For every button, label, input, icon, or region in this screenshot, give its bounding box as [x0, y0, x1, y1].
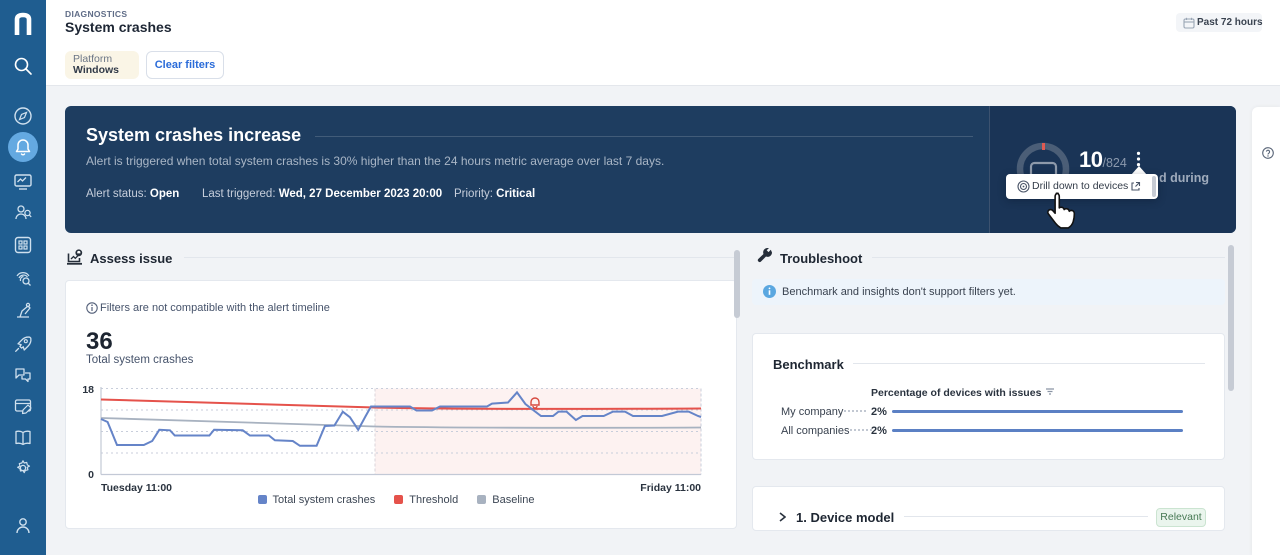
svg-text:0: 0 [88, 469, 94, 479]
svg-text:18: 18 [82, 384, 94, 396]
